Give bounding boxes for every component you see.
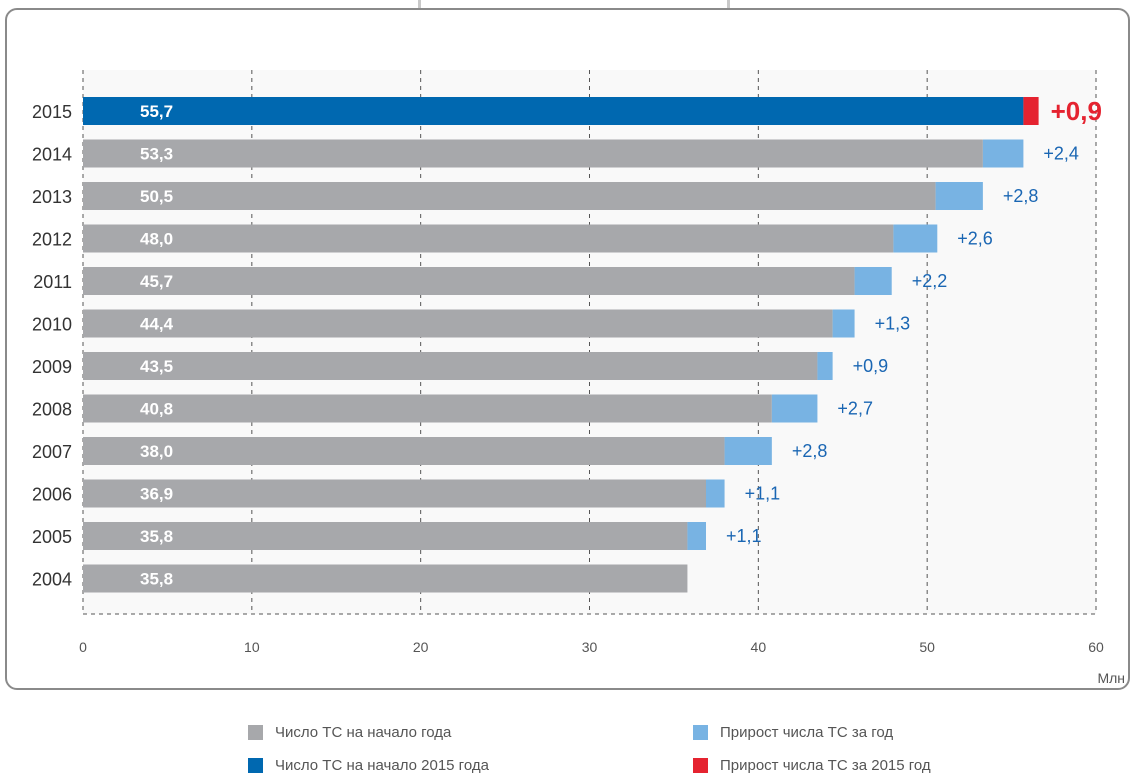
legend-label-growth: Прирост числа ТС за год: [720, 723, 894, 741]
y-tick-label: 2015: [32, 102, 72, 122]
x-tick-label: 0: [79, 639, 87, 655]
legend-item-growth: Прирост числа ТС за год: [693, 722, 893, 742]
y-tick-label: 2014: [32, 145, 72, 165]
bar: [83, 182, 936, 210]
legend-label-growth-2015: Прирост числа ТС за 2015 год: [720, 756, 931, 774]
x-tick-label: 50: [919, 639, 935, 655]
y-tick-label: 2011: [33, 272, 72, 292]
increment-bar: [817, 352, 833, 380]
bar: [83, 139, 983, 168]
bar-value-label: 35,8: [140, 570, 173, 589]
bar: [83, 267, 855, 295]
frame-tab-right: [727, 0, 730, 12]
x-tick-label: 60: [1088, 639, 1104, 655]
increment-label: +1,1: [745, 484, 781, 504]
bar: [83, 522, 688, 550]
legend-label-start-2015: Число ТС на начало 2015 года: [275, 756, 489, 774]
y-tick-label: 2005: [32, 527, 72, 547]
y-tick-label: 2013: [32, 187, 72, 207]
legend-swatch-start-count: [248, 724, 263, 740]
bar: [83, 97, 1024, 125]
increment-label: +2,4: [1043, 144, 1079, 164]
legend-swatch-start-2015: [248, 757, 263, 773]
increment-label: +0,9: [1051, 96, 1102, 126]
legend-item-start-count: Число ТС на начало года: [248, 722, 451, 742]
x-tick-label: 10: [244, 639, 260, 655]
bar: [83, 224, 894, 253]
increment-label: +2,2: [912, 271, 948, 291]
x-tick-label: 20: [413, 639, 429, 655]
bar: [83, 437, 725, 465]
x-tick-label: 30: [582, 639, 598, 655]
bar-value-label: 43,5: [140, 357, 173, 376]
legend-item-start-2015: Число ТС на начало 2015 года: [248, 755, 489, 775]
y-tick-label: 2009: [32, 357, 72, 377]
legend-label-start-count: Число ТС на начало года: [275, 723, 452, 741]
increment-bar: [893, 224, 938, 253]
increment-label: +1,1: [726, 526, 762, 546]
y-tick-label: 2006: [32, 485, 72, 505]
frame-tab-left: [418, 0, 421, 12]
bar: [83, 564, 688, 593]
y-tick-label: 2012: [32, 230, 72, 250]
increment-label: +2,8: [1003, 186, 1039, 206]
bar-value-label: 40,8: [140, 400, 173, 419]
increment-bar: [1023, 97, 1039, 125]
increment-bar: [854, 267, 892, 295]
bar-value-label: 50,5: [140, 187, 173, 206]
y-tick-label: 2004: [32, 570, 72, 590]
increment-bar: [832, 309, 855, 338]
bar-value-label: 36,9: [140, 485, 173, 504]
increment-bar: [687, 522, 706, 550]
x-axis-label: Млн: [1097, 670, 1125, 686]
y-tick-label: 2010: [32, 315, 72, 335]
bar-value-label: 53,3: [140, 145, 173, 164]
bar: [83, 309, 833, 338]
legend-swatch-growth-2015: [693, 757, 708, 773]
bar: [83, 394, 772, 423]
legend-swatch-growth: [693, 724, 708, 740]
increment-bar: [771, 394, 818, 423]
y-tick-label: 2007: [32, 442, 72, 462]
bar-value-label: 55,7: [140, 102, 173, 121]
bar-value-label: 44,4: [140, 315, 174, 334]
legend-item-growth-2015: Прирост числа ТС за 2015 год: [693, 755, 931, 775]
increment-bar: [724, 437, 772, 465]
x-tick-label: 40: [751, 639, 767, 655]
bar-value-label: 35,8: [140, 527, 173, 546]
increment-label: +2,7: [837, 399, 873, 419]
bar: [83, 352, 818, 380]
y-tick-label: 2008: [32, 400, 72, 420]
increment-bar: [705, 479, 725, 508]
bar-value-label: 48,0: [140, 230, 173, 249]
increment-label: +2,8: [792, 441, 828, 461]
increment-label: +1,3: [875, 314, 911, 334]
bar-value-label: 45,7: [140, 272, 173, 291]
bar-value-label: 38,0: [140, 442, 173, 461]
increment-bar: [982, 139, 1024, 168]
increment-label: +2,6: [957, 229, 993, 249]
increment-bar: [935, 182, 983, 210]
bar: [83, 479, 706, 508]
increment-label: +0,9: [853, 356, 889, 376]
